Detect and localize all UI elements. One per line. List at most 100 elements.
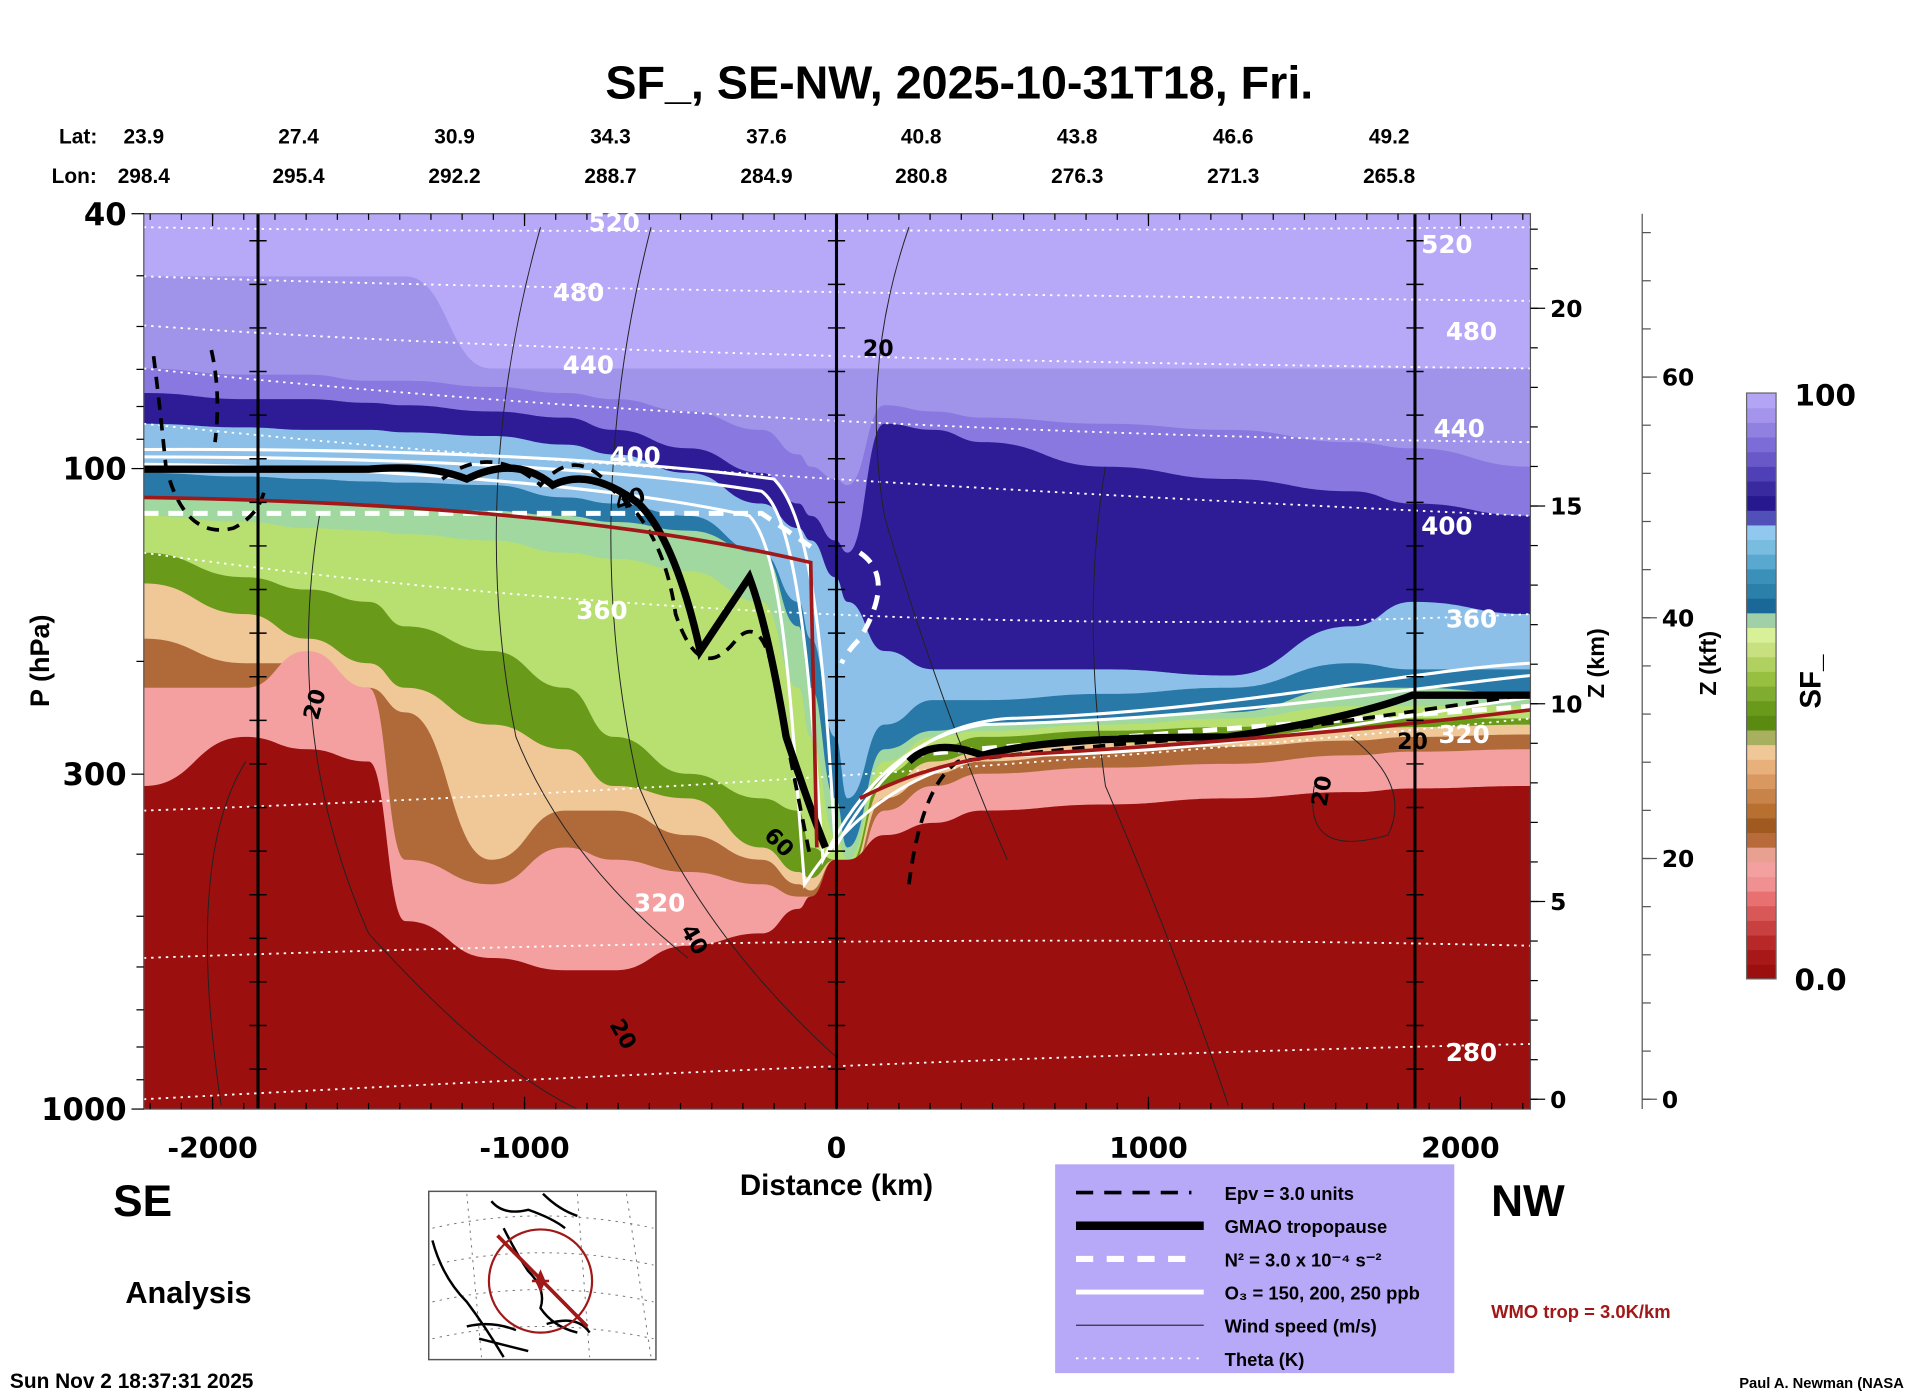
lat-value: 43.8 bbox=[1057, 126, 1098, 149]
right-direction-label: NW bbox=[1491, 1177, 1565, 1226]
colorbar-segment bbox=[1746, 642, 1777, 658]
lon-value: 280.8 bbox=[895, 165, 947, 188]
colorbar-segment bbox=[1746, 466, 1777, 482]
colorbar-segment bbox=[1746, 422, 1777, 438]
zkft-tick-label: 40 bbox=[1662, 604, 1694, 632]
locator-map bbox=[427, 1190, 657, 1361]
colorbar-segment bbox=[1746, 832, 1777, 848]
colorbar-segment bbox=[1746, 729, 1777, 746]
theta-label: 400 bbox=[1421, 511, 1472, 540]
epv-contour bbox=[151, 349, 1531, 885]
colorbar-segment bbox=[1746, 627, 1777, 643]
lat-value: 27.4 bbox=[278, 126, 319, 149]
wind-speed-contour bbox=[307, 515, 578, 1110]
theta-label: 480 bbox=[1446, 317, 1497, 346]
theta-label: 280 bbox=[1446, 1038, 1497, 1067]
theta-label: 520 bbox=[1421, 230, 1472, 259]
colorbar-segment bbox=[1746, 905, 1777, 921]
colorbar-segment bbox=[1746, 685, 1777, 702]
x-tick-label: -2000 bbox=[167, 1132, 257, 1165]
colorbar-segment bbox=[1746, 539, 1777, 555]
wind-speed-contour bbox=[875, 227, 1008, 860]
y-tick-label: 1000 bbox=[41, 1093, 126, 1128]
colorbar-segment bbox=[1746, 861, 1777, 877]
left-direction-label: SE bbox=[113, 1177, 172, 1226]
lon-value: 292.2 bbox=[428, 165, 480, 188]
theta-label: 440 bbox=[563, 350, 614, 379]
wind-speed-contour bbox=[495, 227, 689, 959]
legend-epv: Epv = 3.0 units bbox=[1225, 1183, 1354, 1204]
colorbar-segment bbox=[1746, 803, 1777, 819]
colorbar-frame bbox=[1745, 392, 1777, 980]
colorbar bbox=[1745, 392, 1777, 980]
colorbar-segment bbox=[1746, 700, 1777, 716]
ozone-contour bbox=[143, 455, 1531, 866]
lon-value: 271.3 bbox=[1207, 165, 1259, 188]
x-tick-label: -1000 bbox=[479, 1132, 569, 1165]
lat-label: Lat: bbox=[59, 126, 97, 149]
colorbar-segment bbox=[1746, 744, 1777, 760]
lat-value: 46.6 bbox=[1213, 126, 1254, 149]
wind-speed-contour bbox=[206, 761, 247, 1106]
lon-label: Lon: bbox=[52, 165, 97, 188]
colorbar-segment bbox=[1746, 656, 1777, 672]
wmo-note: WMO trop = 3.0K/km bbox=[1491, 1301, 1671, 1322]
colorbar-segment bbox=[1746, 934, 1777, 951]
legend: Epv = 3.0 units GMAO tropopause N² = 3.0… bbox=[1055, 1164, 1455, 1374]
theta-label: 360 bbox=[576, 596, 627, 625]
zkft-tick-label: 60 bbox=[1662, 364, 1694, 392]
colorbar-segment bbox=[1746, 568, 1777, 585]
y-tick-label: 40 bbox=[84, 198, 127, 233]
colorbar-segment bbox=[1746, 949, 1777, 965]
theta-label: 440 bbox=[1434, 414, 1485, 443]
wind-speed-contour bbox=[1092, 466, 1229, 1106]
colorbar-segment bbox=[1746, 393, 1777, 409]
colorbar-segment bbox=[1746, 510, 1777, 526]
zkm-tick-label: 5 bbox=[1550, 888, 1566, 916]
theta-label: 520 bbox=[589, 208, 640, 237]
colorbar-segment bbox=[1746, 436, 1777, 453]
lon-value: 295.4 bbox=[272, 165, 325, 188]
theta-label: 480 bbox=[553, 278, 604, 307]
zkft-axis-label: Z (kft) bbox=[1695, 631, 1721, 696]
y-axis-label: P (hPa) bbox=[25, 614, 55, 707]
wind-label: 20 bbox=[1307, 774, 1338, 809]
lat-value: 37.6 bbox=[746, 126, 787, 149]
lat-value: 34.3 bbox=[590, 126, 631, 149]
legend-o3: O₃ = 150, 200, 250 ppb bbox=[1225, 1282, 1420, 1303]
theta-label: 320 bbox=[634, 888, 685, 917]
colorbar-segment bbox=[1746, 788, 1777, 804]
colorbar-segment bbox=[1746, 495, 1777, 511]
timestamp: Sun Nov 2 18:37:31 2025 bbox=[10, 1370, 254, 1393]
wmo-tropopause bbox=[143, 495, 1531, 848]
wind-label: 20 bbox=[863, 336, 894, 362]
legend-theta: Theta (K) bbox=[1225, 1349, 1305, 1370]
plot-area bbox=[143, 213, 1531, 1110]
zkm-axis-label: Z (km) bbox=[1583, 628, 1609, 698]
theta-label: 320 bbox=[1438, 720, 1489, 749]
colorbar-segment bbox=[1746, 671, 1777, 687]
colorbar-segment bbox=[1746, 598, 1777, 614]
lat-value: 49.2 bbox=[1369, 126, 1410, 149]
wind-speed-contour bbox=[1312, 736, 1396, 842]
theta-label: 400 bbox=[609, 441, 660, 470]
lat-value: 23.9 bbox=[123, 126, 164, 149]
colorbar-segment bbox=[1746, 554, 1777, 570]
theta-contour bbox=[143, 367, 1531, 444]
colorbar-segment bbox=[1746, 759, 1777, 775]
colorbar-segment bbox=[1746, 847, 1777, 863]
colorbar-tick-min: 0.0 bbox=[1794, 963, 1846, 997]
theta-contour bbox=[143, 422, 1531, 517]
x-tick-label: 0 bbox=[827, 1132, 847, 1165]
zkft-tick-label: 0 bbox=[1662, 1086, 1678, 1114]
legend-tropopause: GMAO tropopause bbox=[1225, 1216, 1388, 1237]
locator-circle bbox=[487, 1228, 594, 1334]
center-star bbox=[531, 1269, 550, 1293]
gmao-tropopause bbox=[143, 464, 1531, 849]
lat-value: 30.9 bbox=[434, 126, 475, 149]
theta-label: 360 bbox=[1446, 605, 1497, 634]
lon-value: 276.3 bbox=[1051, 165, 1103, 188]
x-axis-label: Distance (km) bbox=[740, 1169, 933, 1202]
colorbar-segment bbox=[1746, 964, 1777, 980]
